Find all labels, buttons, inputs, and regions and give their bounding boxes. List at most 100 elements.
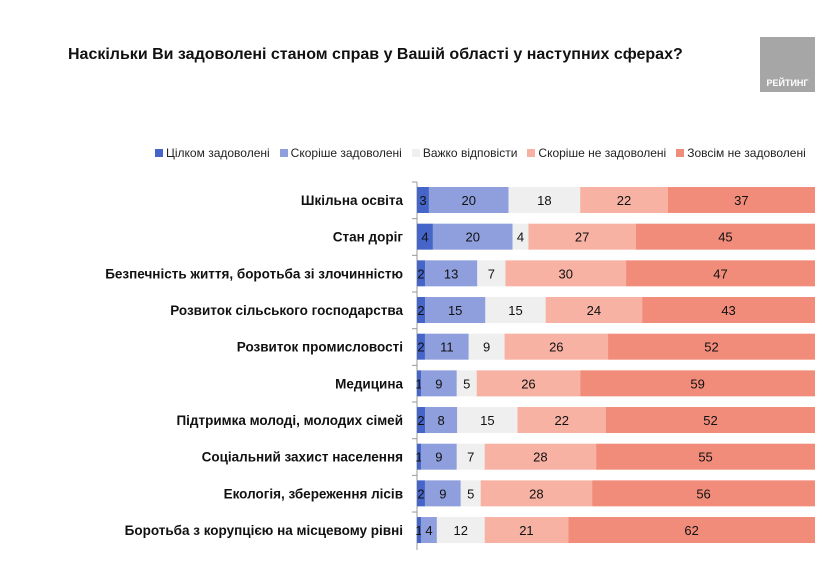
legend-item: Скоріше не задоволені: [527, 146, 666, 160]
data-label: 9: [435, 376, 442, 391]
bar-segment: [424, 333, 469, 360]
data-label: 2: [417, 303, 424, 318]
bar-segment: [642, 297, 815, 324]
bar-segment: [596, 443, 815, 470]
data-label: 1: [415, 523, 422, 538]
data-label: 15: [508, 303, 522, 318]
bar-segment: [626, 260, 815, 287]
data-label: 7: [488, 266, 495, 281]
rating-logo: РЕЙТИНГ: [760, 37, 815, 92]
legend-swatch: [411, 149, 420, 157]
bar-segment: [545, 297, 643, 324]
legend-swatch: [676, 149, 685, 157]
bar-segment: [608, 333, 815, 360]
category-label: Безпечність життя, боротьба зі злочинніс…: [105, 266, 403, 281]
bar-segment: [484, 517, 569, 544]
bar-segment: [417, 443, 421, 470]
bar-segment: [580, 187, 668, 213]
bar-segment: [425, 260, 478, 287]
bar-segment: [420, 443, 457, 470]
data-label: 28: [533, 450, 547, 465]
legend-item: Цілком задоволені: [155, 146, 270, 160]
category-label: Соціальний захист населення: [202, 450, 403, 465]
data-label: 2: [417, 266, 424, 281]
data-label: 4: [517, 230, 524, 245]
data-label: 2: [417, 340, 424, 355]
bar-segment: [484, 443, 597, 470]
bar-segment: [417, 333, 425, 360]
bar-segment: [460, 480, 481, 507]
data-label: 22: [617, 193, 631, 208]
category-label: Медицина: [335, 376, 403, 391]
legend-item: Зовсім не задоволені: [676, 146, 806, 160]
data-label: 5: [467, 486, 474, 501]
legend-label: Важко відповісти: [422, 146, 518, 160]
category-label: Розвиток сільського господарства: [170, 303, 403, 318]
bar-segment: [420, 517, 437, 544]
bar-segment: [667, 187, 815, 213]
bar-segment: [417, 260, 426, 287]
data-label: 30: [559, 266, 573, 281]
legend: Цілком задоволені Скоріше задоволені Важко…: [155, 146, 806, 160]
legend-label: Цілком задоволені: [166, 146, 270, 160]
category-label: Шкільна освіта: [301, 193, 404, 208]
data-label: 11: [440, 340, 454, 355]
data-label: 55: [698, 450, 712, 465]
legend-swatch: [155, 149, 163, 157]
data-label: 1: [415, 450, 422, 465]
bar-segment: [417, 223, 433, 250]
data-label: 7: [467, 450, 474, 465]
bar-segment: [432, 223, 513, 250]
bar-segment: [420, 370, 457, 397]
data-label: 2: [417, 486, 424, 501]
bar-segment: [417, 480, 425, 507]
bar-segment: [436, 517, 485, 544]
category-label: Екологія, збереження лісів: [224, 486, 403, 501]
data-label: 12: [454, 523, 468, 538]
chart-title: Наскільки Ви задоволені станом справ у В…: [68, 46, 683, 63]
data-label: 9: [483, 340, 490, 355]
bar-segment: [428, 187, 509, 213]
category-label: Боротьба з корупцією на місцевому рівні: [125, 523, 403, 538]
data-label: 56: [696, 486, 710, 501]
data-label: 20: [462, 193, 476, 208]
data-label: 3: [419, 193, 426, 208]
data-label: 22: [554, 413, 568, 428]
bar-segment: [517, 407, 606, 434]
legend-item: Скоріше задоволені: [279, 146, 402, 160]
legend-item: Важко відповісти: [411, 146, 518, 160]
legend-swatch: [279, 149, 288, 157]
data-label: 5: [463, 376, 470, 391]
bar-segment: [512, 223, 529, 250]
bar-segment: [424, 480, 461, 507]
data-label: 27: [575, 230, 589, 245]
bar-segment: [417, 187, 429, 213]
bar-segment: [480, 480, 593, 507]
data-label: 24: [587, 303, 601, 318]
data-label: 26: [549, 340, 563, 355]
bar-segment: [605, 407, 815, 434]
data-label: 21: [519, 523, 533, 538]
bar-segment: [456, 370, 477, 397]
legend-swatch: [527, 149, 536, 157]
bar-segment: [508, 187, 581, 213]
data-label: 45: [718, 230, 732, 245]
data-label: 9: [435, 450, 442, 465]
bar-segment: [417, 370, 421, 397]
bar-segment: [417, 297, 426, 324]
bar-segment: [417, 517, 421, 544]
bar-segment: [457, 407, 518, 434]
data-label: 18: [537, 193, 551, 208]
legend-label: Скоріше задоволені: [290, 146, 402, 160]
bar-segment: [592, 480, 815, 507]
data-label: 47: [713, 266, 727, 281]
data-label: 26: [521, 376, 535, 391]
data-label: 2: [417, 413, 424, 428]
data-label: 9: [439, 486, 446, 501]
bar-segment: [580, 370, 815, 397]
data-label: 13: [444, 266, 458, 281]
data-label: 28: [529, 486, 543, 501]
bar-segment: [528, 223, 636, 250]
bar-segment: [476, 370, 581, 397]
